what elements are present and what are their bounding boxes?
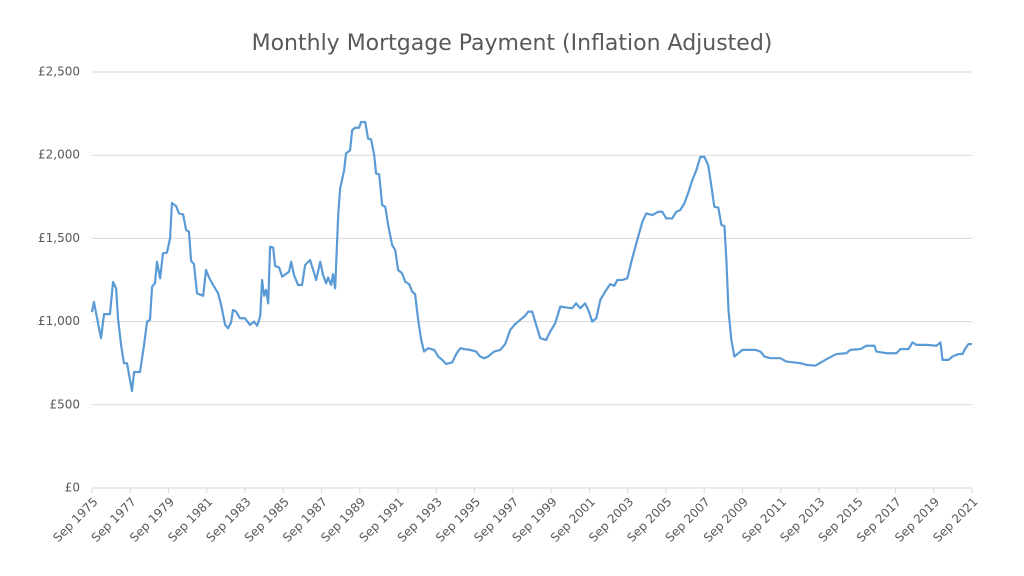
y-tick-label: £1,000 (38, 314, 80, 328)
chart-title: Monthly Mortgage Payment (Inflation Adju… (252, 31, 773, 56)
y-tick-label: £1,500 (38, 231, 80, 245)
y-tick-label: £2,500 (38, 65, 80, 79)
y-tick-label: £0 (65, 481, 80, 495)
data-line (90, 120, 972, 393)
y-tick-label: £500 (49, 397, 80, 411)
y-tick-label: £2,000 (38, 148, 80, 162)
